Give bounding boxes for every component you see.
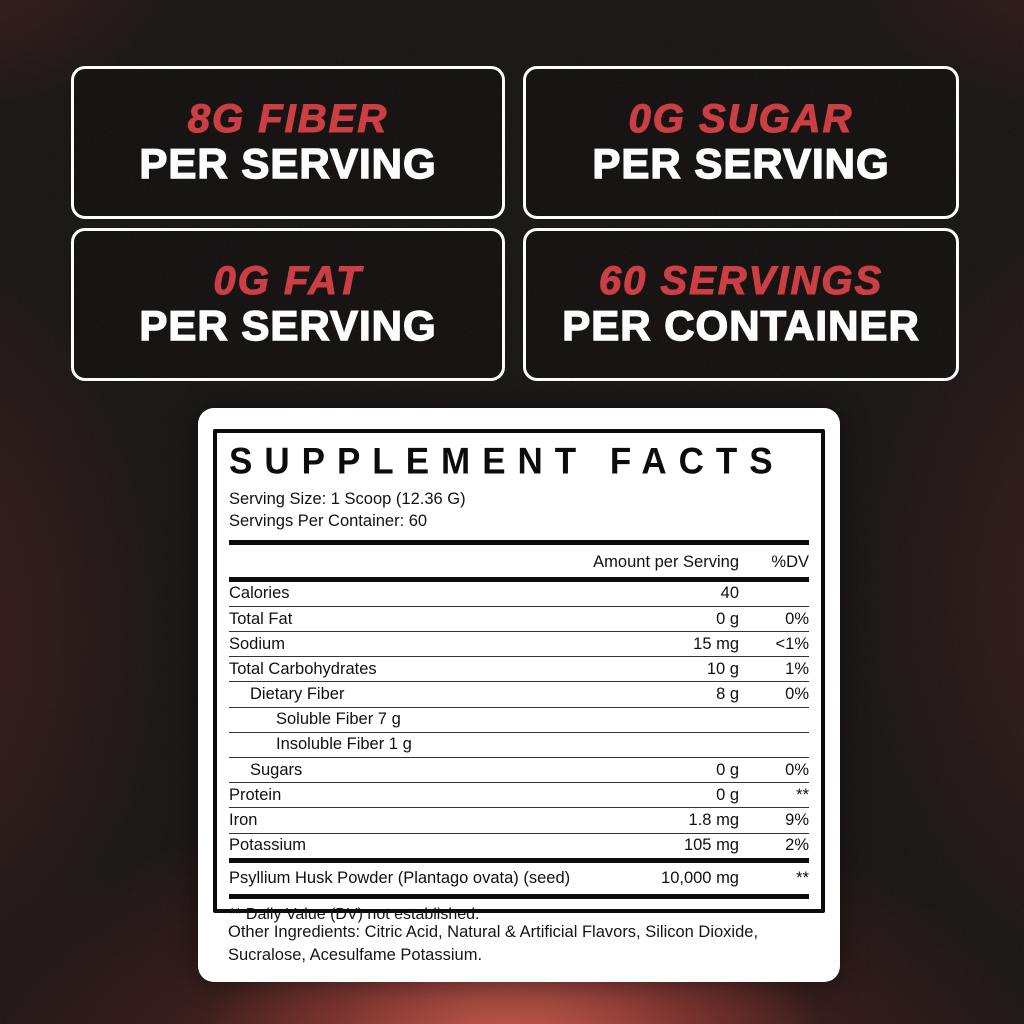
badge-sugar-value: 0G SUGAR (628, 96, 854, 141)
nutrient-amount: 10,000 mg (661, 868, 739, 887)
table-column-header: Amount per Serving %DV (229, 545, 809, 577)
table-row-psyllium-husk: Psyllium Husk Powder (Plantago ovata) (s… (229, 863, 809, 894)
nutrient-label: Dietary Fiber (250, 685, 345, 704)
nutrient-amount: 10 g (706, 659, 739, 678)
nutrient-dv: 9% (785, 811, 809, 829)
servings-per-container: Servings Per Container: 60 (229, 511, 428, 530)
column-header-amount: Amount per Serving (593, 552, 739, 571)
nutrient-amount: 15 mg (693, 634, 739, 653)
nutrient-dv: ** (796, 785, 809, 804)
nutrient-dv: 0% (785, 760, 809, 779)
badge-fiber-value: 8G FIBER (187, 96, 389, 141)
badge-servings-label: PER CONTAINER (562, 301, 920, 349)
nutrient-amount: 0 g (716, 760, 739, 779)
table-row-iron: Iron 1.8 mg 9% (229, 808, 809, 834)
badge-fiber: 8G FIBER PER SERVING (71, 66, 505, 219)
badge-sugar-label: PER SERVING (592, 139, 890, 187)
supplement-facts-title: SUPPLEMENT FACTS (229, 440, 785, 483)
nutrient-amount: 40 (720, 584, 739, 603)
nutrient-label: Sodium (229, 634, 285, 653)
table-row-soluble-fiber: Soluble Fiber 7 g (229, 708, 809, 733)
nutrient-amount: 8 g (716, 685, 739, 704)
nutrient-dv: ** (796, 868, 809, 887)
nutrient-dv: 0% (785, 685, 809, 704)
nutrient-label: Sugars (250, 760, 303, 779)
table-row-dietary-fiber: Dietary Fiber 8 g 0% (229, 682, 809, 708)
other-ingredients: Other Ingredients: Citric Acid, Natural … (228, 923, 759, 965)
nutrient-dv: 1% (785, 659, 809, 678)
badge-fat-label: PER SERVING (139, 301, 437, 349)
supplement-facts-panel: SUPPLEMENT FACTS Serving Size: 1 Scoop (… (198, 408, 840, 982)
nutrient-label: Insoluble Fiber 1 g (276, 735, 412, 754)
column-header-dv: %DV (771, 552, 809, 571)
nutrient-label: Total Carbohydrates (229, 659, 377, 678)
badge-sugar: 0G SUGAR PER SERVING (523, 66, 959, 219)
supplement-facts-box: SUPPLEMENT FACTS Serving Size: 1 Scoop (… (213, 429, 825, 923)
nutrient-label: Soluble Fiber 7 g (276, 710, 401, 729)
nutrient-label: Potassium (229, 836, 307, 855)
table-row-protein: Protein 0 g ** (229, 783, 809, 809)
table-row-calories: Calories 40 (229, 582, 809, 607)
nutrient-label: Iron (229, 811, 258, 829)
badge-fat-value: 0G FAT (213, 258, 363, 303)
table-row-total-carbohydrates: Total Carbohydrates 10 g 1% (229, 657, 809, 683)
nutrient-dv: 2% (785, 836, 809, 855)
nutrient-label: Psyllium Husk Powder (Plantago ovata) (s… (229, 868, 571, 887)
table-row-insoluble-fiber: Insoluble Fiber 1 g (229, 733, 809, 759)
nutrient-label: Calories (229, 584, 290, 603)
nutrient-label: Protein (229, 785, 282, 804)
table-row-total-fat: Total Fat 0 g 0% (229, 607, 809, 633)
table-row-sodium: Sodium 15 mg <1% (229, 632, 809, 658)
table-row-potassium: Potassium 105 mg 2% (229, 834, 809, 858)
badge-fiber-label: PER SERVING (139, 139, 437, 187)
badge-servings-value: 60 SERVINGS (598, 258, 884, 303)
nutrient-rows: Calories 40 Total Fat 0 g 0% Sodium 15 m… (229, 582, 809, 858)
nutrient-dv: <1% (775, 634, 809, 653)
badge-fat: 0G FAT PER SERVING (71, 228, 505, 381)
nutrient-amount: 1.8 mg (688, 811, 739, 829)
nutrient-amount: 0 g (716, 785, 739, 804)
nutrient-dv: 0% (785, 609, 809, 628)
nutrient-label: Total Fat (229, 609, 293, 628)
serving-size: Serving Size: 1 Scoop (12.36 G) (229, 489, 466, 508)
table-row-sugars: Sugars 0 g 0% (229, 758, 809, 784)
badge-servings: 60 SERVINGS PER CONTAINER (523, 228, 959, 381)
nutrient-amount: 0 g (716, 609, 739, 628)
nutrient-amount: 105 mg (683, 836, 739, 855)
